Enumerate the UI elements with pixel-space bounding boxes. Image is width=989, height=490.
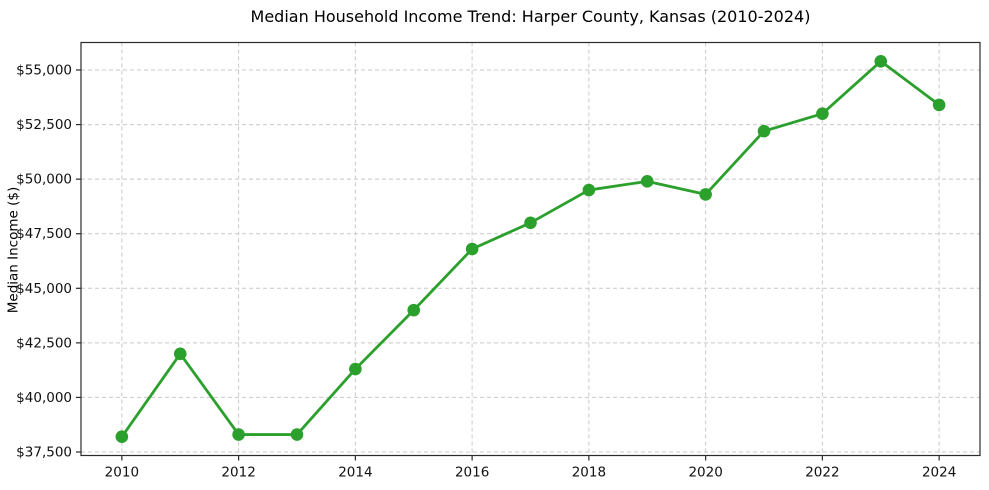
y-tick-label-52500: $52,500 [16, 117, 72, 133]
data-point-2024 [932, 98, 946, 112]
x-tick-label-2018: 2018 [572, 465, 606, 481]
data-point-2011 [173, 347, 187, 361]
x-tick-label-2010: 2010 [105, 465, 139, 481]
chart-title: Median Household Income Trend: Harper Co… [250, 7, 811, 26]
data-point-2021 [757, 124, 771, 138]
y-tick-label-40000: $40,000 [16, 390, 72, 406]
data-point-2014 [349, 362, 362, 376]
x-tick-label-2014: 2014 [338, 465, 372, 481]
y-tick-label-42500: $42,500 [16, 335, 72, 351]
data-point-2017 [524, 216, 537, 230]
y-tick-label-50000: $50,000 [16, 172, 72, 188]
x-tick-label-2012: 2012 [221, 465, 255, 481]
x-tick-label-2024: 2024 [922, 465, 956, 481]
data-point-2016 [465, 242, 479, 256]
y-tick-label-47500: $47,500 [16, 226, 72, 242]
y-tick-label-37500: $37,500 [16, 445, 72, 461]
x-tick-label-2022: 2022 [805, 465, 839, 481]
x-tick-label-2020: 2020 [688, 465, 722, 481]
data-point-2019 [640, 175, 654, 188]
income-line [120, 59, 941, 439]
data-point-2010 [115, 430, 129, 444]
y-tick-label-45000: $45,000 [16, 281, 72, 297]
data-point-2022 [816, 107, 829, 120]
x-tick-label-2016: 2016 [455, 465, 489, 481]
data-point-2012 [232, 428, 245, 441]
data-point-2015 [407, 303, 421, 317]
data-point-2023 [874, 54, 888, 68]
data-point-2013 [290, 428, 304, 441]
data-point-2020 [699, 188, 712, 201]
y-tick-label-55000: $55,000 [16, 63, 72, 79]
axes-spines [80, 41, 981, 457]
data-point-2018 [582, 183, 596, 197]
